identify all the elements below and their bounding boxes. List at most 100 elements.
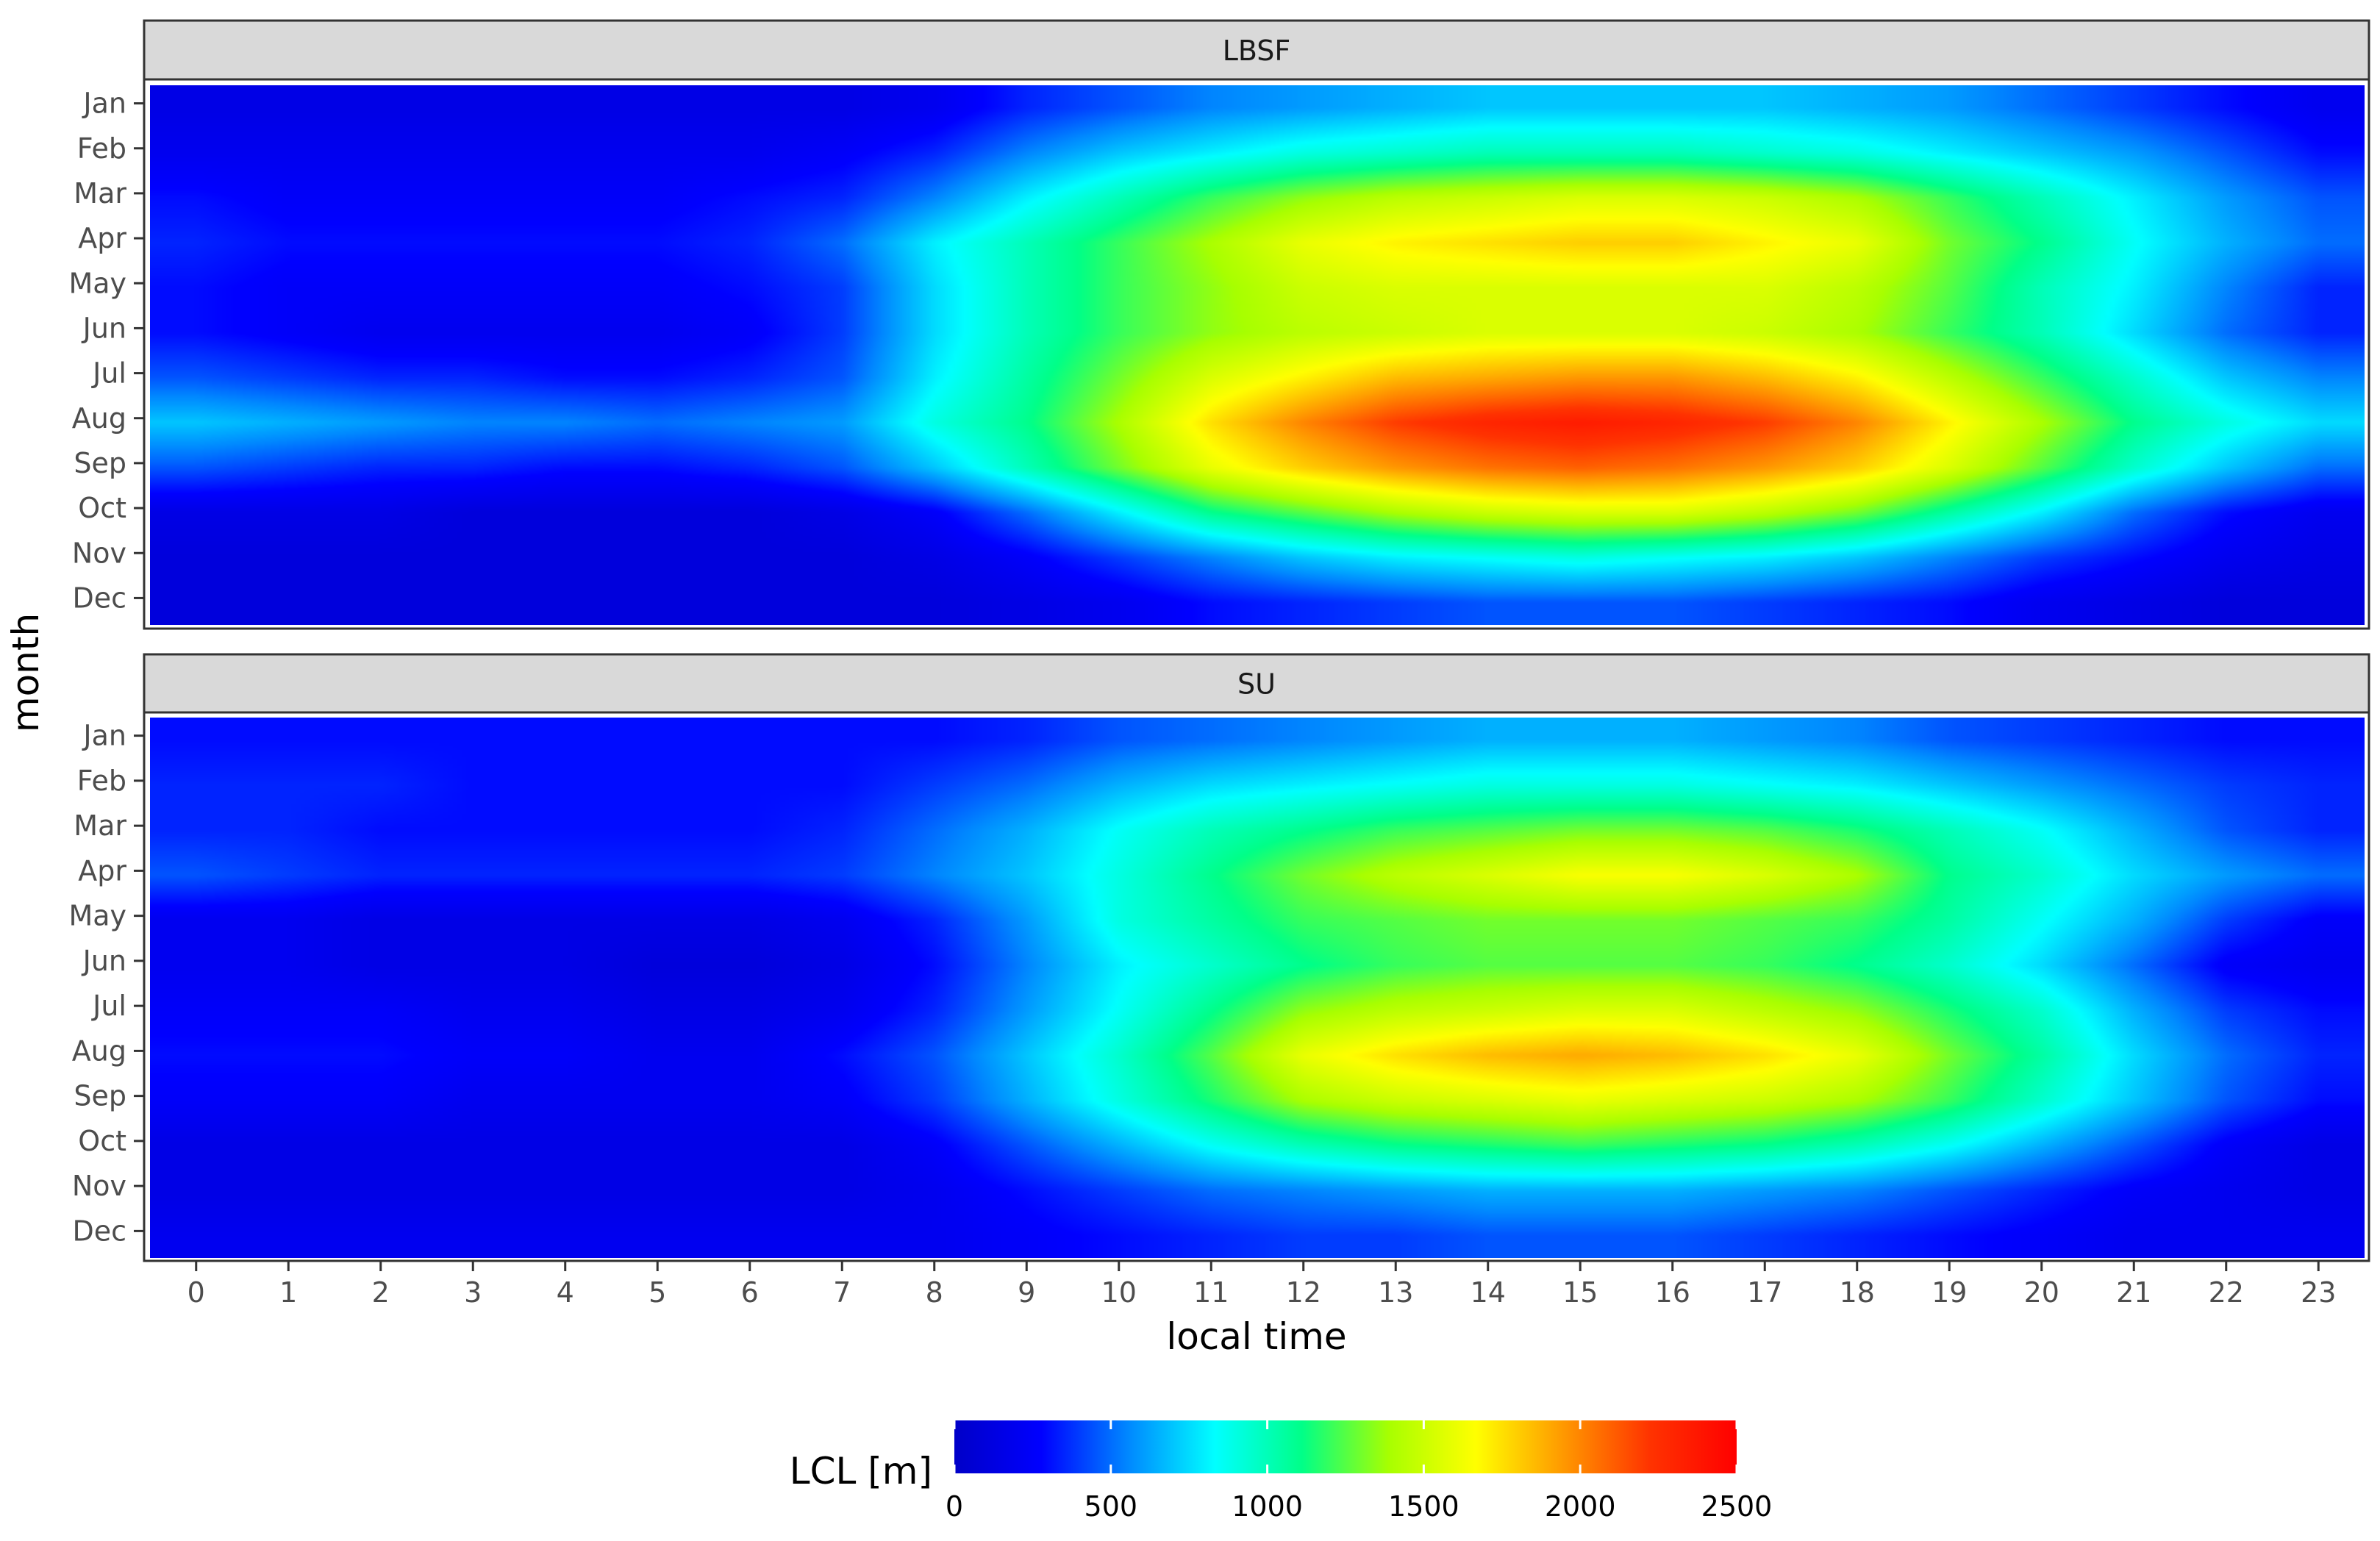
heatmap-cell: Apr 19: 1300 (1904, 221, 1996, 265)
heatmap-cell: May 7: 400 (796, 265, 889, 310)
heatmap-cell: Nov 2: 150 (335, 1168, 427, 1213)
heatmap-cell: Sep 19: 1200 (1904, 1078, 1996, 1123)
heatmap-cell: Apr 0: 450 (150, 853, 243, 898)
heatmap-cell: Oct 7: 150 (796, 1123, 889, 1168)
heatmap-raster-su (150, 718, 2365, 1258)
heatmap-cell: Feb 3: 200 (427, 130, 520, 175)
heatmap-cell: Feb 3: 300 (427, 762, 520, 807)
heatmap-cell: Dec 17: 400 (1719, 1213, 1812, 1258)
heatmap-cell: Dec 4: 200 (519, 1213, 612, 1258)
heatmap-cell: Jun 10: 800 (1073, 943, 1165, 987)
heatmap-cell: Mar 1: 250 (243, 175, 335, 220)
heatmap-cell: Jul 9: 1050 (981, 355, 1073, 400)
heatmap-cell: Jul 12: 1700 (1257, 355, 1350, 400)
heatmap-cell: Oct 18: 1000 (1811, 1123, 1904, 1168)
colorbar-tick-label: 0 (946, 1490, 963, 1523)
heatmap-cell: Feb 23: 350 (2273, 762, 2365, 807)
heatmap-cell: Nov 8: 200 (888, 1168, 981, 1213)
heatmap-cell: Nov 9: 250 (981, 535, 1073, 580)
heatmap-cell: Mar 10: 850 (1073, 808, 1165, 853)
heatmap-cell: Jan 22: 300 (2180, 718, 2273, 762)
heatmap-cell: Feb 12: 900 (1257, 130, 1350, 175)
heatmap-cell: Nov 10: 400 (1073, 535, 1165, 580)
heatmap-cell: Oct 0: 150 (150, 490, 243, 535)
heatmap-cell: Aug 23: 750 (2273, 400, 2365, 445)
colorbar-tick-label: 1500 (1388, 1490, 1459, 1523)
heatmap-cell: Jul 13: 1450 (1350, 988, 1443, 1033)
heatmap-cell: Dec 23: 100 (2273, 580, 2365, 625)
heatmap-cell: Sep 8: 700 (888, 445, 981, 490)
heatmap-cell: Aug 10: 1400 (1073, 400, 1165, 445)
heatmap-cell: Jul 2: 250 (335, 988, 427, 1033)
heatmap-cell: Aug 16: 2300 (1626, 400, 1719, 445)
heatmap-cell: Jun 23: 200 (2273, 943, 2365, 987)
colorbar-legend: LCL [m] 0 500 1000 1500 2000 2500 (790, 1420, 1772, 1523)
heatmap-cell: Apr 21: 750 (2088, 853, 2181, 898)
heatmap-cell: Apr 12: 1300 (1257, 853, 1350, 898)
heatmap-cell: Nov 8: 150 (888, 535, 981, 580)
heatmap-cell: Oct 9: 500 (981, 490, 1073, 535)
heatmap-cell: Mar 11: 1000 (1165, 808, 1258, 853)
heatmap-cell: Aug 0: 700 (150, 400, 243, 445)
heatmap-cell: Jan 2: 300 (335, 718, 427, 762)
heatmap-cell: Apr 3: 350 (427, 853, 520, 898)
heatmap-cell: Mar 11: 1200 (1165, 175, 1258, 220)
heatmap-cell: Jun 10: 1200 (1073, 310, 1165, 355)
heatmap-cell: Jul 23: 550 (2273, 355, 2365, 400)
heatmap-cell: Aug 9: 700 (981, 1033, 1073, 1078)
heatmap-cell: May 16: 1300 (1626, 898, 1719, 943)
heatmap-cell: Jul 6: 350 (704, 355, 796, 400)
heatmap-cell: Nov 11: 500 (1165, 1168, 1258, 1213)
heatmap-cell: Jul 7: 200 (796, 988, 889, 1033)
heatmap-cell: Feb 19: 800 (1904, 130, 1996, 175)
heatmap-cell: Dec 16: 450 (1626, 580, 1719, 625)
y-tick-label: Nov (72, 1170, 126, 1202)
heatmap-cell: Jan 21: 350 (2088, 718, 2181, 762)
heatmap-cell: Dec 8: 200 (888, 1213, 981, 1258)
heatmap-cell: Dec 0: 200 (150, 1213, 243, 1258)
heatmap-cell: Dec 20: 200 (1995, 580, 2088, 625)
heatmap-cell: Jun 2: 200 (335, 310, 427, 355)
heatmap-cell: Jan 11: 500 (1165, 718, 1258, 762)
heatmap-cell: Jan 1: 150 (243, 85, 335, 130)
y-tick-label: Jan (82, 87, 126, 120)
heatmap-cell: Mar 3: 250 (427, 175, 520, 220)
heatmap-cell: Jun 5: 200 (612, 310, 704, 355)
heatmap-cell: May 2: 150 (335, 898, 427, 943)
heatmap-cell: Sep 5: 300 (612, 445, 704, 490)
heatmap-cell: Oct 0: 150 (150, 1123, 243, 1168)
heatmap-cell: Nov 14: 850 (1442, 535, 1534, 580)
heatmap-cell: Oct 19: 1050 (1904, 490, 1996, 535)
heatmap-cell: Aug 21: 1100 (2088, 400, 2181, 445)
heatmap-cell: Dec 11: 350 (1165, 1213, 1258, 1258)
heatmap-cell: Oct 8: 250 (888, 1123, 981, 1168)
heatmap-cell: Jun 13: 1200 (1350, 943, 1443, 987)
heatmap-cell: Aug 1: 650 (243, 400, 335, 445)
heatmap-cell: Oct 3: 100 (427, 490, 520, 535)
heatmap-cell: Jul 17: 1850 (1719, 355, 1812, 400)
heatmap-cell: Nov 14: 650 (1442, 1168, 1534, 1213)
heatmap-cell: Sep 5: 200 (612, 1078, 704, 1123)
heatmap-cell: Apr 13: 1700 (1350, 221, 1443, 265)
x-tick-label: 19 (1931, 1276, 1967, 1309)
heatmap-cell: Oct 4: 100 (519, 490, 612, 535)
heatmap-cell: Nov 23: 150 (2273, 535, 2365, 580)
heatmap-cell: Oct 14: 1500 (1442, 490, 1534, 535)
heatmap-cell: Dec 15: 450 (1534, 1213, 1627, 1258)
heatmap-cell: Oct 8: 250 (888, 490, 981, 535)
heatmap-cell: Jun 14: 1550 (1442, 310, 1534, 355)
heatmap-cell: May 3: 150 (427, 898, 520, 943)
heatmap-cell: Mar 2: 300 (335, 808, 427, 853)
heatmap-cell: Sep 20: 950 (1995, 1078, 2088, 1123)
heatmap-cell: Apr 18: 1600 (1811, 221, 1904, 265)
y-tick-label: Dec (72, 1215, 126, 1247)
heatmap-cell: May 12: 1200 (1257, 898, 1350, 943)
heatmap-cell: Jun 4: 200 (519, 310, 612, 355)
heatmap-cell: Jan 12: 600 (1257, 85, 1350, 130)
heatmap-cell: Jun 15: 1550 (1534, 310, 1627, 355)
heatmap-cell: Oct 3: 150 (427, 1123, 520, 1168)
heatmap-cell: Aug 22: 900 (2180, 400, 2273, 445)
heatmap-cell: Mar 14: 1250 (1442, 808, 1534, 853)
heatmap-cell: Oct 15: 1200 (1534, 1123, 1627, 1168)
heatmap-cell: Nov 7: 150 (796, 1168, 889, 1213)
